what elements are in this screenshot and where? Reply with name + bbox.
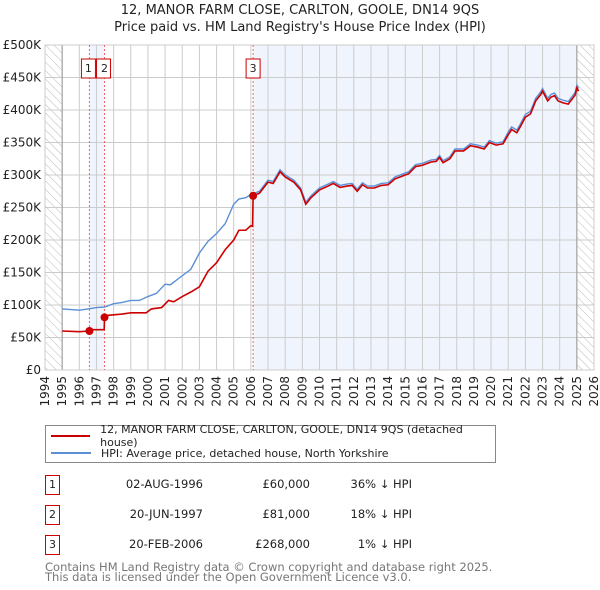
x-tick-label: 2007 [261, 376, 275, 407]
sale-date: 02-AUG-1996 [125, 477, 203, 491]
x-tick-label: 2021 [501, 376, 515, 407]
sale-hpi-diff: 18% ↓ HPI [350, 507, 412, 521]
chart-subtitle: Price paid vs. HM Land Registry's House … [114, 20, 486, 35]
sale-price: £81,000 [262, 507, 310, 521]
y-tick-label: £400K [3, 103, 43, 117]
x-tick-label: 2006 [244, 376, 258, 407]
y-tick-label: £250K [3, 201, 43, 215]
y-tick-label: £500K [3, 38, 43, 52]
x-tick-label: 1999 [124, 376, 138, 407]
x-tick-label: 2013 [364, 376, 378, 407]
sale-price: £60,000 [262, 477, 310, 491]
x-tick-label: 1997 [89, 376, 103, 407]
x-tick-label: 1998 [107, 376, 121, 407]
x-tick-label: 2004 [210, 376, 224, 407]
x-tick-label: 2011 [330, 376, 344, 407]
sale-label-box [80, 58, 96, 79]
sale-date: 20-JUN-1997 [129, 507, 203, 521]
plot-border [44, 44, 595, 371]
sale-row: 3 20-FEB-2006 £268,000 1% ↓ HPI [45, 535, 545, 555]
sale-point [100, 313, 109, 322]
sale-label: 2 [101, 62, 108, 75]
hpi-line [62, 83, 580, 311]
x-tick-label: 2025 [570, 376, 584, 407]
y-tick-label: £200K [3, 233, 43, 247]
x-tick-label: 2026 [587, 376, 600, 407]
x-tick-label: 2000 [141, 376, 155, 407]
sale-hpi-diff: 36% ↓ HPI [350, 477, 412, 491]
sale-label: 1 [85, 62, 92, 75]
legend-item-property: 12, MANOR FARM CLOSE, CARLTON, GOOLE, DN… [51, 423, 495, 449]
y-tick-label: £100K [3, 298, 43, 312]
x-tick-label: 2014 [381, 376, 395, 407]
x-tick-label: 2017 [433, 376, 447, 407]
sale-row: 1 02-AUG-1996 £60,000 36% ↓ HPI [45, 475, 545, 495]
x-tick-label: 2005 [227, 376, 241, 407]
sale-point [85, 327, 94, 335]
sale-price: £268,000 [255, 537, 310, 551]
y-tick-label: £50K [10, 331, 42, 345]
y-tick-label: £150K [3, 266, 43, 280]
y-tick-label: £350K [3, 136, 43, 150]
price-paid-line [62, 85, 580, 333]
legend-item-hpi: HPI: Average price, detached house, Nort… [51, 445, 389, 461]
sale-label-box [96, 58, 112, 79]
x-tick-label: 2003 [192, 376, 206, 407]
legend-swatch-red [51, 435, 91, 437]
x-tick-label: 2019 [467, 376, 481, 407]
sale-date: 20-FEB-2006 [129, 537, 203, 551]
x-tick-label: 2022 [518, 376, 532, 407]
legend-swatch-blue [51, 452, 91, 454]
x-tick-label: 2001 [158, 376, 172, 407]
legend: 12, MANOR FARM CLOSE, CARLTON, GOOLE, DN… [45, 423, 496, 463]
sale-row: 2 20-JUN-1997 £81,000 18% ↓ HPI [45, 505, 545, 525]
x-tick-label: 2012 [347, 376, 361, 407]
sale-marker-badge: 1 [45, 475, 60, 495]
sale-hpi-diff: 1% ↓ HPI [357, 537, 412, 551]
y-tick-label: £450K [3, 71, 43, 85]
sale-point [249, 191, 258, 200]
x-tick-label: 1994 [38, 376, 52, 407]
sale-label: 3 [250, 62, 257, 75]
x-tick-label: 2018 [450, 376, 464, 407]
sale-label-box [245, 58, 261, 79]
chart-title: 12, MANOR FARM CLOSE, CARLTON, GOOLE, DN… [120, 3, 480, 18]
sale-marker-badge: 2 [45, 505, 60, 525]
x-tick-label: 2020 [484, 376, 498, 407]
sale-marker-badge: 3 [45, 535, 60, 555]
x-tick-label: 2008 [278, 376, 292, 407]
legend-label: 12, MANOR FARM CLOSE, CARLTON, GOOLE, DN… [100, 423, 463, 449]
x-tick-label: 2015 [398, 376, 412, 407]
y-tick-label: £0 [26, 363, 41, 377]
x-tick-label: 2009 [295, 376, 309, 407]
footer-copyright: Contains HM Land Registry data © Crown c… [45, 560, 493, 574]
x-tick-label: 2023 [536, 376, 550, 407]
x-tick-label: 2016 [415, 376, 429, 407]
x-tick-label: 2010 [313, 376, 327, 407]
x-tick-label: 2002 [175, 376, 189, 407]
x-tick-label: 1995 [55, 376, 69, 407]
price-chart: 1994 1995 1996 1997 1998 1999 2000 2001 2002 2003… [3, 38, 600, 407]
x-tick-label: 1996 [72, 376, 86, 407]
legend-label: HPI: Average price, detached house, Nort… [101, 446, 389, 460]
y-tick-label: £300K [3, 168, 43, 182]
footer-licence: This data is licensed under the Open Gov… [45, 570, 412, 584]
x-tick-label: 2024 [553, 376, 567, 407]
